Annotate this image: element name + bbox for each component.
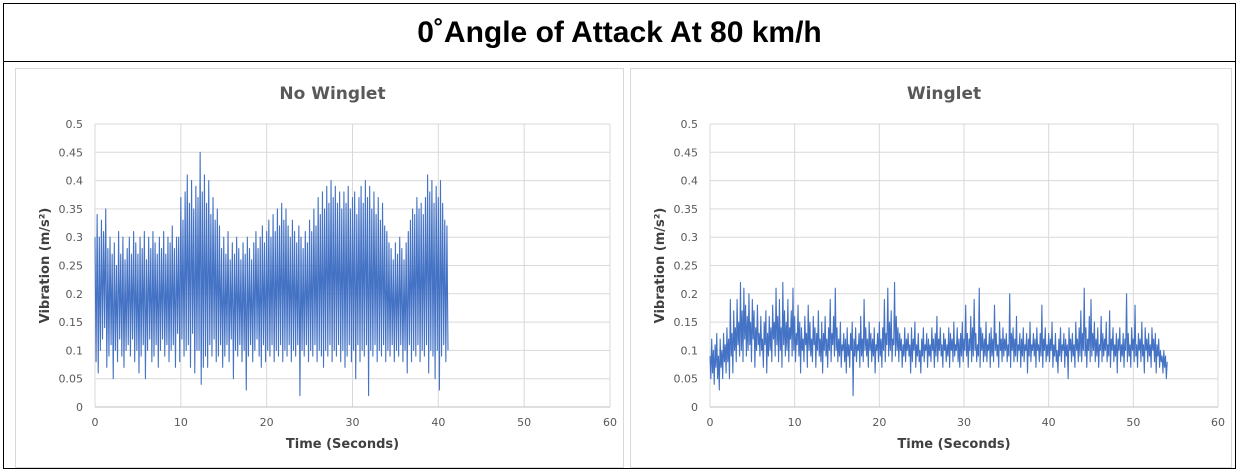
- chart-svg: Winglet 0 0.05 0.1 0.15 0.2 0.25 0.3 0.35 0.4 0.45…: [653, 84, 1225, 452]
- x-tick-label: 10: [788, 416, 802, 429]
- chart-title: Winglet: [907, 84, 981, 104]
- y-tick-label: 0.5: [66, 118, 84, 131]
- y-tick-label: 0.25: [674, 260, 699, 273]
- x-axis-label: Time (Seconds): [897, 437, 1010, 452]
- y-tick-label: 0.05: [674, 373, 699, 386]
- series-line: [94, 151, 449, 397]
- y-tick-label: 0.35: [674, 203, 699, 216]
- series-line: [709, 281, 1168, 397]
- x-tick-label: 30: [957, 416, 971, 429]
- y-tick-label: 0.3: [681, 231, 699, 244]
- chart-panel-winglet: Winglet 0 0.05 0.1 0.15 0.2 0.25 0.3 0.35 0.4 0.45…: [630, 68, 1232, 468]
- x-tick-label: 0: [707, 416, 714, 429]
- x-tick-label: 30: [346, 416, 360, 429]
- y-tick-label: 0.45: [59, 146, 84, 159]
- y-tick-label: 0.15: [59, 316, 84, 329]
- x-tick-label: 40: [1042, 416, 1056, 429]
- y-tick-label: 0.4: [681, 175, 699, 188]
- figure-title: 0˚Angle of Attack At 80 km/h: [4, 4, 1235, 62]
- y-tick-label: 0.35: [59, 203, 84, 216]
- x-tick-label: 50: [517, 416, 531, 429]
- y-tick-label: 0.5: [681, 118, 699, 131]
- chart-svg: No Winglet 0 0.05 0.1 0.15 0.2 0.25 0.3 0.35 0.4 0…: [38, 84, 617, 452]
- x-tick-label: 0: [92, 416, 99, 429]
- y-tick-label: 0.2: [66, 288, 84, 301]
- figure-frame: 0˚Angle of Attack At 80 km/h No Winglet 0…: [3, 3, 1236, 469]
- y-tick-label: 0.1: [681, 344, 699, 357]
- chart-title: No Winglet: [279, 84, 385, 104]
- y-tick-label: 0.05: [59, 373, 84, 386]
- x-tick-label: 20: [260, 416, 274, 429]
- y-axis-label: Vibration (m/s²): [653, 208, 668, 324]
- y-tick-label: 0.3: [66, 231, 84, 244]
- y-tick-label: 0.45: [674, 146, 699, 159]
- y-tick-label: 0.25: [59, 260, 84, 273]
- x-tick-label: 40: [431, 416, 445, 429]
- y-tick-label: 0: [691, 401, 698, 414]
- chart-panel-no-winglet: No Winglet 0 0.05 0.1 0.15 0.2 0.25 0.3 0.35 0.4 0…: [15, 68, 624, 468]
- x-axis-label: Time (Seconds): [286, 437, 399, 452]
- x-tick-label: 60: [1211, 416, 1225, 429]
- y-tick-label: 0: [76, 401, 83, 414]
- y-tick-label: 0.2: [681, 288, 699, 301]
- x-tick-label: 20: [872, 416, 886, 429]
- y-axis-label: Vibration (m/s²): [38, 208, 53, 324]
- y-tick-label: 0.1: [66, 344, 84, 357]
- y-tick-label: 0.15: [674, 316, 699, 329]
- x-tick-label: 50: [1126, 416, 1140, 429]
- y-tick-label: 0.4: [66, 175, 84, 188]
- x-tick-label: 60: [603, 416, 617, 429]
- x-tick-label: 10: [174, 416, 188, 429]
